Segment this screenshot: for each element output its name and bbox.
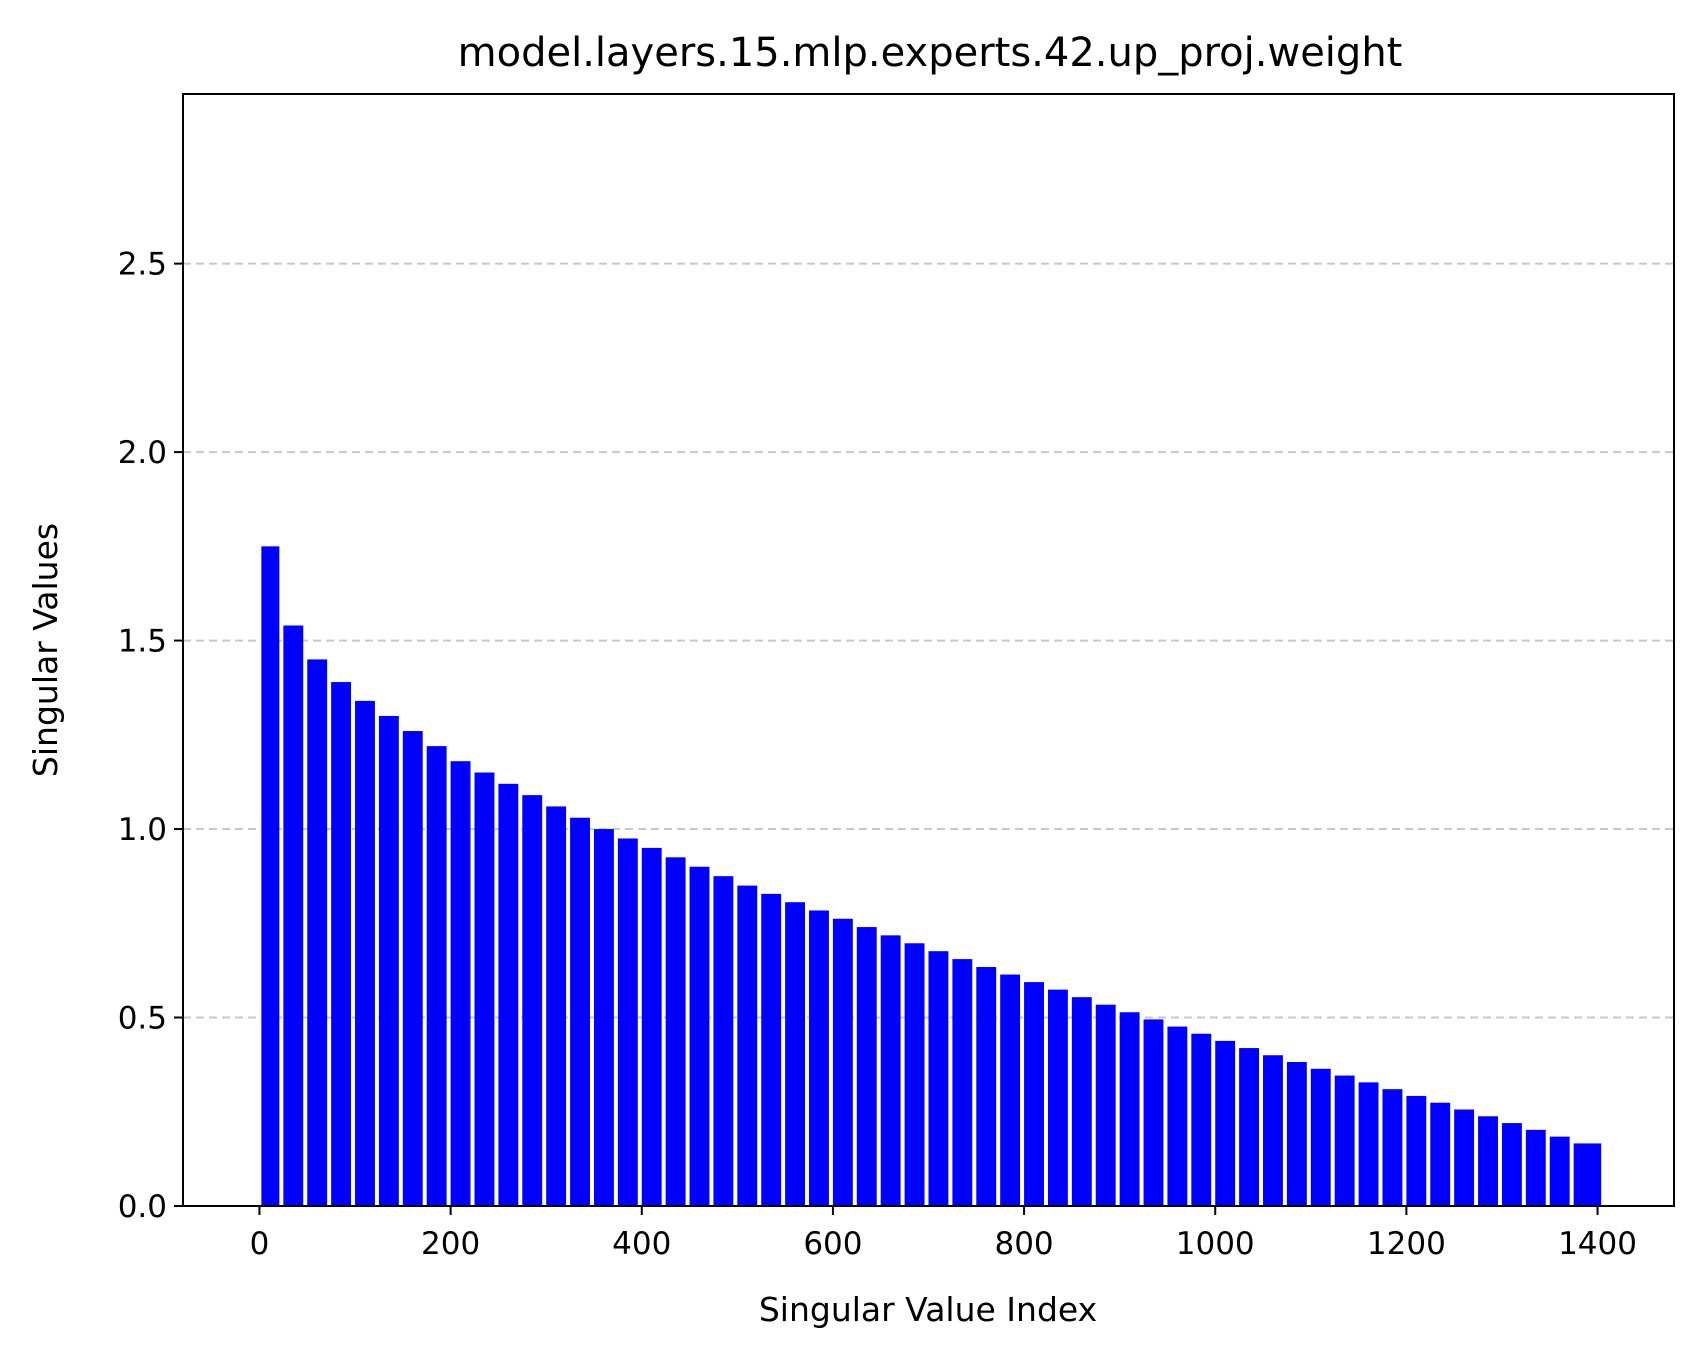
bar-50 xyxy=(1454,1109,1475,1206)
y-axis-ticks: 0.0 0.5 1.0 1.5 2.0 2.5 xyxy=(118,247,183,1225)
bar-8 xyxy=(450,761,471,1206)
bar-34 xyxy=(1071,997,1092,1206)
x-tick-label-6: 1200 xyxy=(1367,1226,1446,1262)
x-axis-ticks: 0 200 400 600 800 1000 1200 1400 xyxy=(250,1206,1637,1262)
bar-26 xyxy=(880,935,901,1206)
bar-11 xyxy=(522,795,543,1206)
bar-14 xyxy=(593,829,614,1206)
bar-37 xyxy=(1143,1019,1164,1206)
x-axis-label: Singular Value Index xyxy=(759,1290,1097,1329)
bar-12 xyxy=(546,806,567,1206)
bar-0 xyxy=(261,546,280,1206)
bar-2 xyxy=(307,659,328,1206)
bar-15 xyxy=(617,838,638,1206)
bar-27 xyxy=(904,943,925,1206)
bar-20 xyxy=(737,885,758,1206)
bar-35 xyxy=(1095,1004,1116,1206)
x-tick-label-5: 1000 xyxy=(1176,1226,1255,1262)
bar-18 xyxy=(689,866,710,1206)
bar-32 xyxy=(1024,982,1044,1206)
bar-29 xyxy=(952,959,973,1206)
bars xyxy=(261,546,1602,1206)
y-tick-label-2: 1.0 xyxy=(118,812,167,848)
bar-23 xyxy=(809,910,829,1206)
bar-10 xyxy=(498,783,519,1206)
plot-frame xyxy=(182,93,1675,1207)
x-tick-label-1: 200 xyxy=(421,1226,480,1262)
bar-52 xyxy=(1501,1123,1522,1206)
bar-44 xyxy=(1310,1068,1331,1206)
bar-25 xyxy=(856,927,877,1206)
bar-45 xyxy=(1334,1075,1355,1206)
bar-3 xyxy=(331,682,352,1206)
x-tick-label-2: 400 xyxy=(612,1226,671,1262)
bar-22 xyxy=(785,902,806,1206)
bar-19 xyxy=(713,876,734,1206)
bar-47 xyxy=(1382,1089,1403,1206)
y-tick-label-5: 2.5 xyxy=(118,247,167,283)
y-tick-label-3: 1.5 xyxy=(118,624,167,660)
bar-17 xyxy=(665,857,686,1206)
bar-9 xyxy=(474,772,495,1206)
bar-6 xyxy=(402,731,423,1206)
y-tick-label-0: 0.0 xyxy=(118,1189,167,1225)
bar-39 xyxy=(1191,1033,1212,1206)
bar-56 xyxy=(1574,1156,1578,1206)
y-tick-label-4: 2.0 xyxy=(118,435,167,471)
bar-43 xyxy=(1286,1062,1307,1206)
y-tick-label-1: 0.5 xyxy=(118,1001,167,1037)
bar-54 xyxy=(1549,1136,1570,1206)
bar-41 xyxy=(1239,1048,1260,1206)
x-tick-label-0: 0 xyxy=(250,1226,270,1262)
bar-53 xyxy=(1525,1129,1546,1206)
y-axis-label: Singular Values xyxy=(26,523,65,777)
bar-38 xyxy=(1167,1026,1188,1206)
bar-55 xyxy=(1573,1143,1602,1206)
bar-16 xyxy=(641,847,662,1206)
x-tick-label-3: 600 xyxy=(803,1226,862,1262)
bar-30 xyxy=(976,967,997,1206)
bar-13 xyxy=(570,817,590,1206)
bar-51 xyxy=(1478,1116,1498,1206)
bar-36 xyxy=(1119,1012,1140,1206)
bar-28 xyxy=(928,951,949,1206)
chart-title: model.layers.15.mlp.experts.42.up_proj.w… xyxy=(458,30,1403,76)
bar-49 xyxy=(1430,1102,1451,1206)
bar-46 xyxy=(1358,1082,1379,1206)
bar-48 xyxy=(1406,1095,1427,1206)
bar-1 xyxy=(283,625,304,1206)
x-tick-label-7: 1400 xyxy=(1558,1226,1637,1262)
bar-5 xyxy=(378,715,399,1206)
bar-21 xyxy=(761,893,782,1206)
bar-33 xyxy=(1047,989,1068,1206)
bar-31 xyxy=(1000,974,1021,1206)
bar-4 xyxy=(355,700,375,1206)
x-tick-label-4: 800 xyxy=(994,1226,1053,1262)
bar-24 xyxy=(832,918,853,1206)
bar-40 xyxy=(1215,1040,1236,1206)
bar-7 xyxy=(426,746,447,1206)
bar-42 xyxy=(1263,1055,1283,1206)
